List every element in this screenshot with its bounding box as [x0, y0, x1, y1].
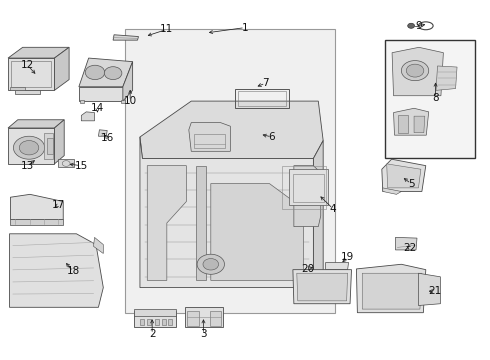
Polygon shape: [10, 87, 25, 90]
Polygon shape: [326, 262, 348, 270]
Polygon shape: [113, 35, 139, 40]
Polygon shape: [123, 62, 133, 101]
Text: 18: 18: [66, 266, 80, 276]
Text: 12: 12: [21, 60, 34, 70]
Text: 8: 8: [432, 93, 439, 103]
Circle shape: [197, 254, 224, 274]
Polygon shape: [187, 311, 199, 325]
Text: 20: 20: [301, 264, 314, 274]
Polygon shape: [210, 311, 221, 325]
Bar: [80, 100, 84, 103]
Polygon shape: [393, 108, 429, 135]
Text: 17: 17: [52, 200, 65, 210]
Polygon shape: [189, 123, 230, 151]
Polygon shape: [356, 264, 426, 313]
Text: 2: 2: [149, 329, 155, 339]
Polygon shape: [58, 159, 74, 167]
Bar: [293, 174, 324, 202]
Text: 7: 7: [262, 78, 269, 88]
Text: 15: 15: [74, 161, 88, 171]
Circle shape: [85, 65, 105, 80]
Bar: [168, 319, 172, 324]
Text: 14: 14: [91, 103, 104, 113]
Text: 9: 9: [415, 21, 422, 31]
Polygon shape: [293, 270, 351, 304]
Text: 10: 10: [123, 96, 137, 106]
Circle shape: [401, 60, 429, 81]
Bar: [194, 134, 225, 148]
Polygon shape: [10, 220, 63, 225]
Text: 11: 11: [160, 24, 173, 35]
Circle shape: [203, 258, 219, 270]
Polygon shape: [196, 166, 206, 280]
Bar: [289, 169, 328, 205]
Polygon shape: [8, 58, 54, 90]
Text: 22: 22: [404, 243, 417, 253]
Circle shape: [408, 23, 415, 28]
Polygon shape: [185, 307, 223, 327]
Polygon shape: [383, 188, 401, 194]
Polygon shape: [436, 66, 457, 90]
Polygon shape: [211, 184, 304, 280]
Bar: [125, 30, 335, 313]
Text: 13: 13: [21, 161, 34, 171]
Polygon shape: [147, 166, 186, 280]
Bar: [140, 319, 144, 324]
Polygon shape: [8, 47, 69, 58]
Polygon shape: [395, 237, 417, 250]
Bar: [147, 319, 151, 324]
Bar: [121, 100, 125, 103]
Polygon shape: [8, 128, 54, 164]
Polygon shape: [44, 134, 53, 159]
Polygon shape: [98, 130, 107, 136]
Text: 19: 19: [341, 252, 354, 262]
Text: 3: 3: [200, 329, 207, 339]
Polygon shape: [414, 116, 425, 133]
Bar: [155, 319, 159, 324]
Bar: [162, 319, 166, 324]
Text: 6: 6: [269, 132, 275, 142]
Polygon shape: [140, 101, 323, 158]
Circle shape: [406, 64, 424, 77]
Text: 1: 1: [242, 23, 248, 33]
Text: 21: 21: [428, 286, 441, 296]
Polygon shape: [94, 237, 103, 253]
Polygon shape: [294, 166, 321, 226]
Bar: [282, 166, 326, 209]
Polygon shape: [392, 47, 443, 96]
Circle shape: [19, 140, 39, 155]
Polygon shape: [79, 58, 133, 87]
Bar: [235, 89, 289, 108]
Polygon shape: [54, 120, 64, 164]
Polygon shape: [54, 47, 69, 90]
Polygon shape: [382, 159, 426, 192]
Bar: [238, 91, 286, 106]
Polygon shape: [362, 273, 422, 309]
Polygon shape: [15, 90, 40, 94]
Polygon shape: [387, 164, 421, 188]
Circle shape: [104, 67, 122, 80]
Polygon shape: [8, 120, 64, 128]
Polygon shape: [81, 112, 95, 121]
Text: 16: 16: [100, 133, 114, 143]
Polygon shape: [47, 138, 53, 154]
Polygon shape: [79, 87, 123, 101]
Polygon shape: [134, 309, 175, 316]
Bar: [385, 40, 475, 158]
Polygon shape: [398, 116, 408, 133]
Polygon shape: [140, 137, 314, 288]
Polygon shape: [418, 273, 441, 306]
Text: 5: 5: [408, 179, 415, 189]
Text: 4: 4: [330, 204, 336, 214]
Polygon shape: [297, 273, 347, 301]
Polygon shape: [10, 194, 63, 220]
Polygon shape: [9, 234, 103, 307]
Polygon shape: [134, 311, 175, 327]
Circle shape: [13, 136, 45, 159]
Polygon shape: [314, 140, 323, 288]
